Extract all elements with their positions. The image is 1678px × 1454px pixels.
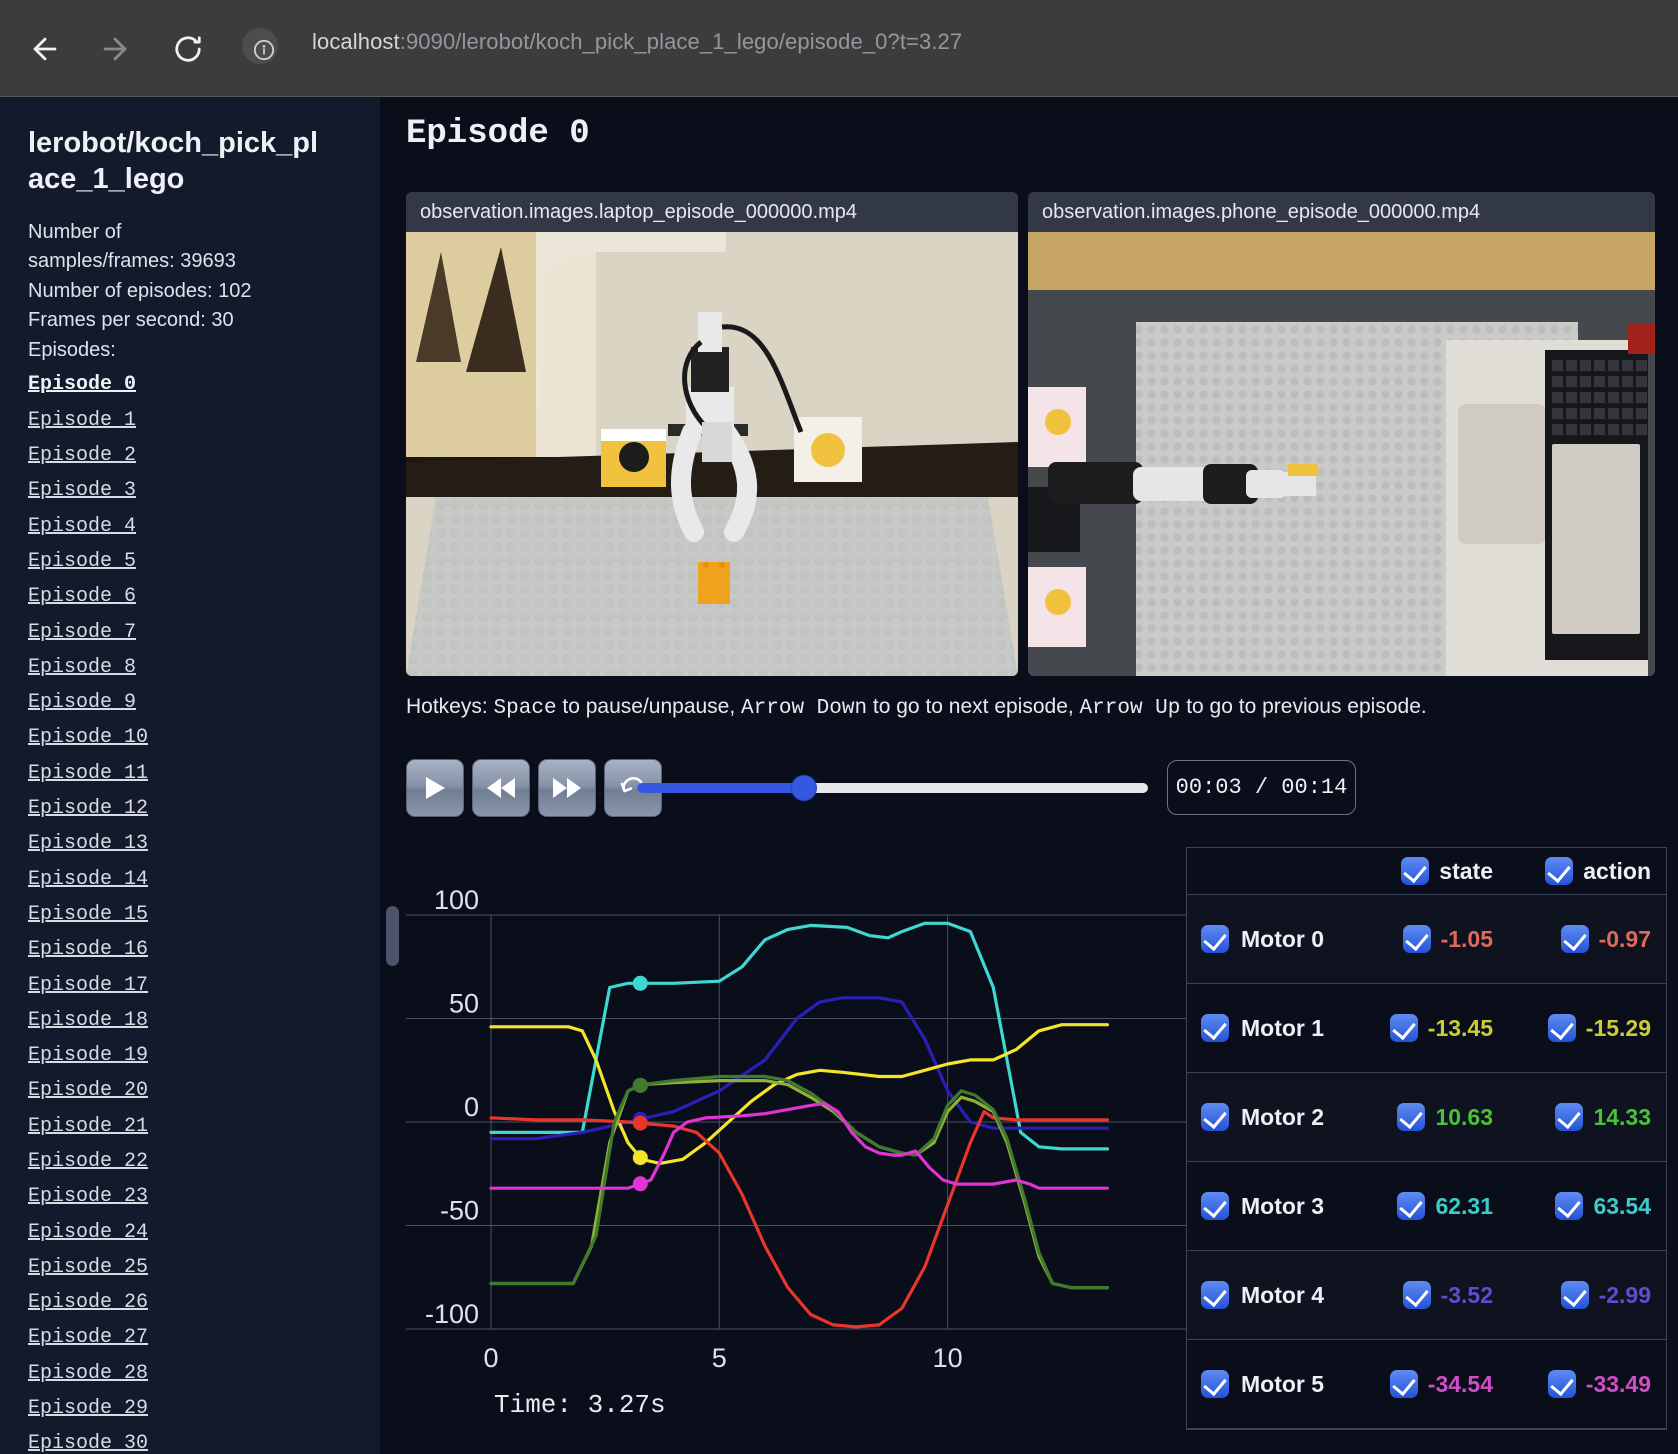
svg-text:0: 0 xyxy=(483,1343,498,1373)
svg-text:100: 100 xyxy=(434,885,479,915)
svg-text:-50: -50 xyxy=(440,1196,479,1226)
svg-text:0: 0 xyxy=(464,1092,479,1122)
svg-text:5: 5 xyxy=(712,1343,727,1373)
svg-text:-100: -100 xyxy=(425,1299,479,1329)
svg-text:10: 10 xyxy=(933,1343,963,1373)
svg-text:50: 50 xyxy=(449,989,479,1019)
